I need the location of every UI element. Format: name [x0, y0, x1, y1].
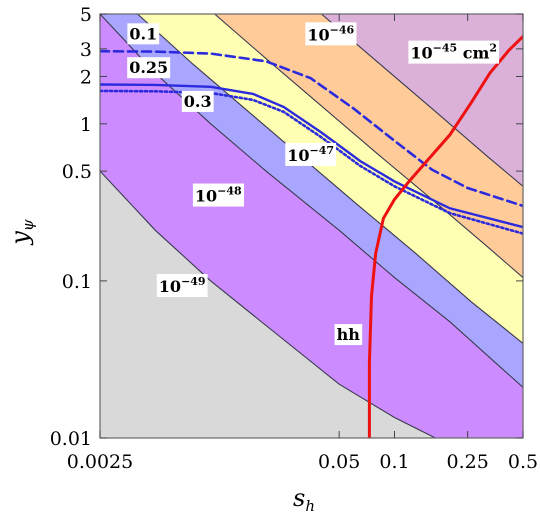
coupling-label-0-part-0: 0.1 — [129, 24, 157, 43]
band-label-3-part-0: 10 — [307, 25, 329, 44]
band-contour-0 — [100, 170, 437, 438]
coupling-label-0: 0.1 — [127, 23, 160, 45]
band-label-3-text: 10−46 — [307, 23, 354, 44]
cross-section-contours — [100, 14, 523, 438]
band-contour-2 — [137, 14, 523, 344]
hh-label: hh — [334, 324, 363, 346]
y-tick-label-5: 3 — [80, 39, 92, 61]
y-tick-label-6: 5 — [80, 4, 92, 26]
band-label-2-part-1: −47 — [310, 144, 335, 157]
coupling-label-2: 0.3 — [181, 90, 214, 112]
band-label-2-bg — [285, 142, 337, 166]
y-tick-label-0: 0.01 — [50, 428, 92, 450]
band-label-0-part-1: −49 — [181, 275, 206, 288]
band-label-4-part-0: 10 — [410, 44, 432, 63]
y-axis-title-main: y — [6, 231, 34, 246]
band-label-0-text: 10−49 — [159, 275, 206, 296]
band-label-0-bg — [156, 273, 208, 297]
x-tick-label-4: 0.5 — [508, 451, 538, 473]
band-contour-4 — [321, 14, 523, 187]
coupling-label-0-text: 0.1 — [129, 24, 157, 43]
coupling-label-1-bg — [127, 57, 171, 79]
band-label-4-bg — [408, 40, 500, 64]
band-label-4-part-1: −45 — [433, 42, 458, 55]
x-tick-label-1: 0.05 — [318, 451, 360, 473]
band-label-3-part-1: −46 — [330, 23, 355, 36]
band-label-1-part-1: −48 — [217, 185, 242, 198]
x-axis-title-main: s — [293, 484, 305, 512]
band-label-3: 10−46 — [305, 22, 357, 46]
hh-label-part-0: hh — [337, 325, 361, 344]
coupling-curve-1 — [100, 83, 523, 229]
coupling-label-1-text: 0.25 — [129, 58, 168, 77]
hh-label-text: hh — [337, 325, 361, 344]
coupling-label-1-part-0: 0.25 — [129, 58, 168, 77]
y-axis-title: yψ — [6, 219, 37, 246]
coupling-curve-0 — [100, 49, 523, 208]
x-tick-label-3: 0.25 — [447, 451, 489, 473]
coupling-label-2-bg — [181, 90, 214, 112]
band-label-2-text: 10−47 — [287, 144, 334, 165]
band-label-1-bg — [192, 183, 245, 207]
band-label-4-part-2: cm — [457, 44, 489, 63]
band-label-4-text: 10−45 cm2 — [410, 42, 497, 63]
band-contour-3 — [214, 14, 523, 279]
plot-frame — [99, 13, 524, 439]
hh-label-bg — [334, 324, 363, 346]
y-tick-label-1: 0.1 — [62, 271, 92, 293]
y-axis-title-sub: ψ — [19, 219, 37, 231]
coupling-label-2-part-0: 0.3 — [184, 92, 212, 111]
band-label-0-part-0: 10 — [159, 277, 181, 296]
y-tick-label-2: 0.5 — [62, 161, 92, 183]
band-label-4: 10−45 cm2 — [408, 40, 500, 64]
x-axis-title-sub: h — [305, 497, 315, 515]
band-label-3-bg — [305, 22, 357, 46]
band-contour-1 — [100, 14, 523, 388]
y-tick-label-4: 2 — [80, 67, 92, 89]
coupling-label-2-text: 0.3 — [184, 92, 212, 111]
hh-curve — [367, 34, 523, 438]
x-axis-title: sh — [293, 484, 315, 515]
band-label-4-part-3: 2 — [489, 42, 497, 55]
y-axis-ticks: 0.01 0.1 0.5 1 2 3 5 — [50, 4, 523, 450]
x-tick-label-2: 0.1 — [379, 451, 409, 473]
band-label-2: 10−47 — [285, 142, 337, 166]
y-tick-label-3: 1 — [80, 114, 92, 136]
hh-curve-group — [367, 34, 523, 438]
plot-area — [100, 14, 523, 438]
coupling-label-0-bg — [127, 23, 160, 45]
x-axis-ticks: 0.0025 0.05 0.1 0.25 0.5 — [67, 14, 538, 473]
band-label-1-part-0: 10 — [195, 187, 217, 206]
coupling-label-1: 0.25 — [127, 57, 171, 79]
band-label-1-text: 10−48 — [195, 185, 242, 206]
band-label-0: 10−49 — [156, 273, 208, 297]
band-label-1: 10−48 — [192, 183, 245, 207]
band-label-2-part-0: 10 — [287, 146, 309, 165]
x-tick-label-0: 0.0025 — [67, 451, 133, 473]
